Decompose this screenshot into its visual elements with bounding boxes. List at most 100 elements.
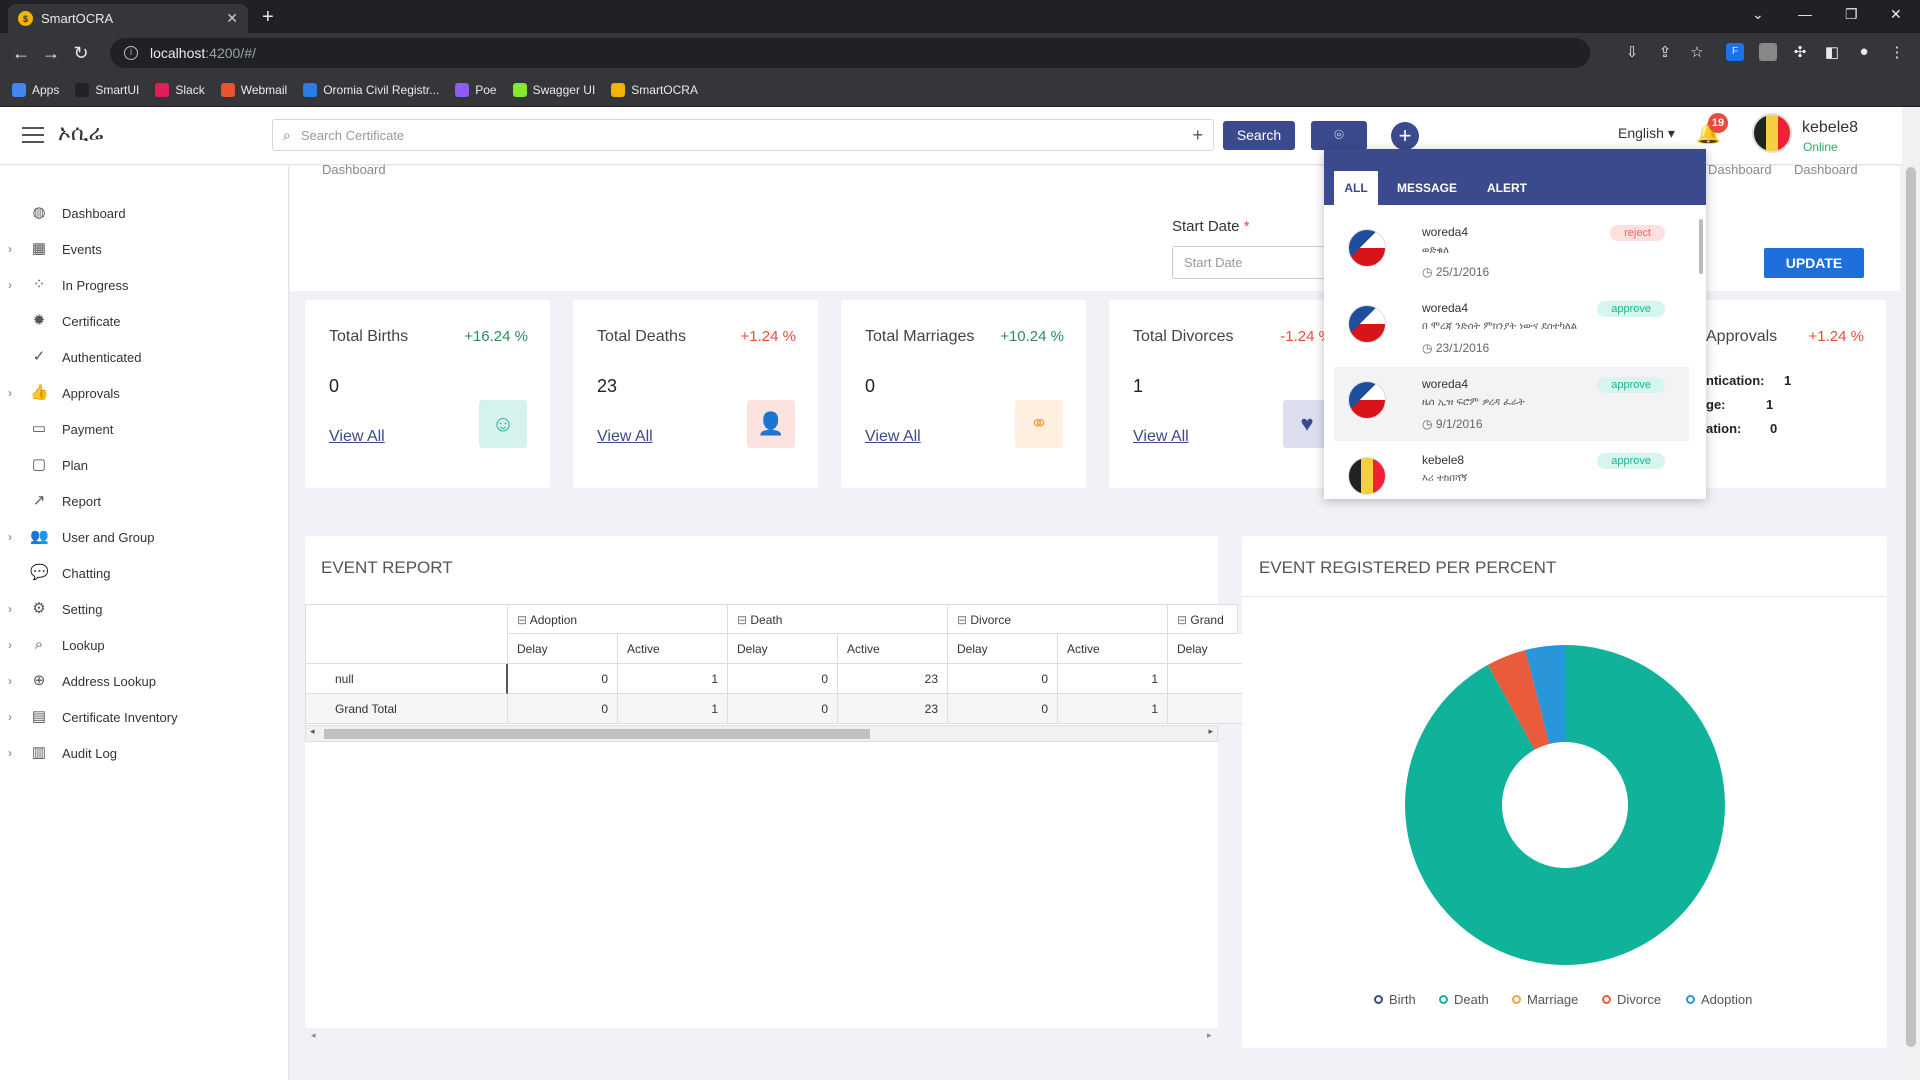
bookmark-star-icon[interactable]: ☆ [1690, 44, 1704, 61]
collapse-group-icon[interactable]: ⊟ [517, 613, 530, 627]
chevron-right-icon: › [8, 242, 12, 256]
legend-item-adoption[interactable]: Adoption [1686, 992, 1752, 1007]
update-button[interactable]: UPDATE [1764, 248, 1864, 278]
extension-gray-icon[interactable] [1759, 43, 1777, 61]
scroll-left-icon[interactable]: ◂ [310, 726, 315, 736]
start-date-input[interactable]: Start Date [1172, 246, 1342, 279]
donut-slice-adoption[interactable] [1525, 645, 1565, 744]
scroll-right-icon[interactable]: ▸ [1208, 726, 1213, 736]
hamburger-menu-icon[interactable] [22, 127, 44, 143]
bookmark-5[interactable]: Poe [455, 82, 497, 97]
back-icon[interactable]: ← [12, 42, 30, 63]
sidebar-item-dashboard[interactable]: ◍ Dashboard [0, 198, 289, 228]
bookmark-label: SmartOCRA [631, 82, 698, 97]
browser-tab[interactable]: $ SmartOCRA ✕ [8, 4, 248, 33]
browser-menu-icon[interactable]: ⋮ [1889, 44, 1905, 61]
donut-slice-death[interactable] [1405, 645, 1725, 965]
sidebar-item-setting[interactable]: › ⚙ Setting [0, 594, 289, 624]
sidebar-item-lookup[interactable]: › ⌕ Lookup [0, 630, 289, 660]
user-name[interactable]: kebele8 [1802, 119, 1859, 136]
legend-item-death[interactable]: Death [1439, 992, 1489, 1007]
scroll-thumb[interactable] [324, 729, 870, 739]
notification-scrollbar[interactable] [1699, 219, 1703, 274]
bookmark-4[interactable]: Oromia Civil Registr... [303, 82, 439, 97]
sidebar-item-report[interactable]: ↗ Report [0, 486, 289, 516]
pivot-horizontal-scrollbar[interactable]: ◂ ▸ [305, 725, 1218, 742]
bookmark-1[interactable]: SmartUI [75, 82, 139, 97]
stat-title: Total Divorces [1133, 328, 1234, 345]
reload-icon[interactable]: ↻ [73, 42, 89, 63]
notification-tabs-header: ALL MESSAGE ALERT [1324, 149, 1706, 205]
collapse-group-icon[interactable]: ⊟ [1177, 613, 1191, 627]
notification-item[interactable]: kebele8 እሪ ተከበሻኝ approve [1334, 443, 1689, 499]
sidebar-item-audit-log[interactable]: › ▥ Audit Log [0, 738, 289, 768]
page-scroll-thumb[interactable] [1906, 167, 1916, 1047]
sidebar-item-user-and-group[interactable]: › 👥 User and Group [0, 522, 289, 552]
bookmark-6[interactable]: Swagger UI [512, 82, 595, 97]
tab-all[interactable]: ALL [1334, 171, 1378, 205]
legend-item-divorce[interactable]: Divorce [1602, 992, 1661, 1007]
url-path: :4200/#/ [205, 45, 256, 61]
tab-message[interactable]: MESSAGE [1396, 181, 1457, 195]
sidebar-item-in-progress[interactable]: › ⁘ In Progress [0, 270, 289, 300]
view-all-link[interactable]: View All [865, 428, 921, 445]
view-all-link[interactable]: View All [1133, 428, 1189, 445]
tab-alert[interactable]: ALERT [1487, 181, 1527, 195]
site-info-icon[interactable]: i [124, 46, 138, 60]
breadcrumb-right-1: Dashboard [1708, 162, 1772, 177]
bookmark-0[interactable]: Apps [12, 82, 59, 97]
view-all-link[interactable]: View All [597, 428, 653, 445]
page-scrollbar[interactable] [1902, 107, 1920, 1080]
forward-icon[interactable]: → [42, 42, 60, 63]
tab-search-chevron-icon[interactable]: ⌄ [1752, 6, 1764, 22]
restore-icon[interactable]: ❐ [1845, 6, 1858, 22]
clock-icon: ◷ [1422, 417, 1436, 431]
sidebar-item-certificate[interactable]: ✹ Certificate [0, 306, 289, 336]
sidebar-item-address-lookup[interactable]: › ⊕ Address Lookup [0, 666, 289, 696]
stat-title: Total Births [329, 328, 409, 345]
sidebar-item-authenticated[interactable]: ✓ Authenticated [0, 342, 289, 372]
sidebar-item-payment[interactable]: ▭ Payment [0, 414, 289, 444]
view-all-link[interactable]: View All [329, 428, 385, 445]
minimize-icon[interactable]: — [1798, 6, 1812, 22]
collapse-group-icon[interactable]: ⊟ [737, 613, 751, 627]
notification-bell[interactable]: 🔔 19 [1696, 113, 1728, 146]
add-button[interactable]: + [1391, 122, 1419, 150]
notification-item[interactable]: woreda4 በ ሞረጃ ንድሰት ምክንያት ነውና ደሰተካለል ◷ 23/1… [1334, 291, 1689, 365]
legend-label: Death [1454, 992, 1489, 1007]
sidebar-item-certificate-inventory[interactable]: › ▤ Certificate Inventory [0, 702, 289, 732]
bookmark-3[interactable]: Webmail [220, 82, 287, 97]
fingerprint-button[interactable]: ⌾ [1311, 121, 1367, 150]
side-panel-icon[interactable]: ◧ [1824, 44, 1840, 61]
card-scroll-left-icon[interactable]: ◂ [311, 1030, 316, 1040]
share-icon[interactable]: ⇪ [1658, 44, 1672, 61]
bookmark-7[interactable]: SmartOCRA [611, 82, 698, 97]
pivot-cell: 1 [618, 664, 728, 694]
collapse-group-icon[interactable]: ⊟ [957, 613, 971, 627]
search-button[interactable]: Search [1223, 121, 1295, 150]
notification-item[interactable]: woreda4 ዜሰ ኢዝ ፍሮም ዎረዳ ፈራት ◷ 9/1/2016 approv… [1334, 367, 1689, 441]
donut-slice-divorce[interactable] [1487, 650, 1550, 750]
profile-icon[interactable]: ● [1859, 43, 1869, 60]
sidebar-item-plan[interactable]: ▢ Plan [0, 450, 289, 480]
bookmark-2[interactable]: Slack [155, 82, 205, 97]
search-certificate-input[interactable]: ⌕ Search Certificate + [272, 119, 1214, 151]
user-avatar[interactable] [1752, 113, 1792, 153]
close-tab-icon[interactable]: ✕ [226, 10, 238, 26]
url-input[interactable]: i localhost:4200/#/ [110, 38, 1590, 68]
legend-item-marriage[interactable]: Marriage [1512, 992, 1578, 1007]
legend-item-birth[interactable]: Birth [1374, 992, 1416, 1007]
sidebar-item-events[interactable]: › ▦ Events [0, 234, 289, 264]
notification-item[interactable]: woreda4 ወድቁለ ◷ 25/1/2016 reject [1334, 215, 1689, 289]
close-window-icon[interactable]: ✕ [1890, 6, 1902, 22]
sidebar-item-approvals[interactable]: › 👍 Approvals [0, 378, 289, 408]
new-tab-icon[interactable]: + [262, 6, 274, 28]
install-icon[interactable]: ⇩ [1625, 44, 1639, 61]
extensions-puzzle-icon[interactable]: ✣ [1793, 44, 1807, 61]
sidebar-item-chatting[interactable]: 💬 Chatting [0, 558, 289, 588]
card-scroll-right-icon[interactable]: ▸ [1207, 1030, 1212, 1040]
extension-f-icon[interactable]: F [1726, 43, 1744, 61]
advanced-search-plus-icon[interactable]: + [1192, 124, 1203, 145]
sidebar-item-label: Certificate Inventory [62, 709, 178, 725]
language-select[interactable]: English ▾ [1618, 125, 1675, 142]
